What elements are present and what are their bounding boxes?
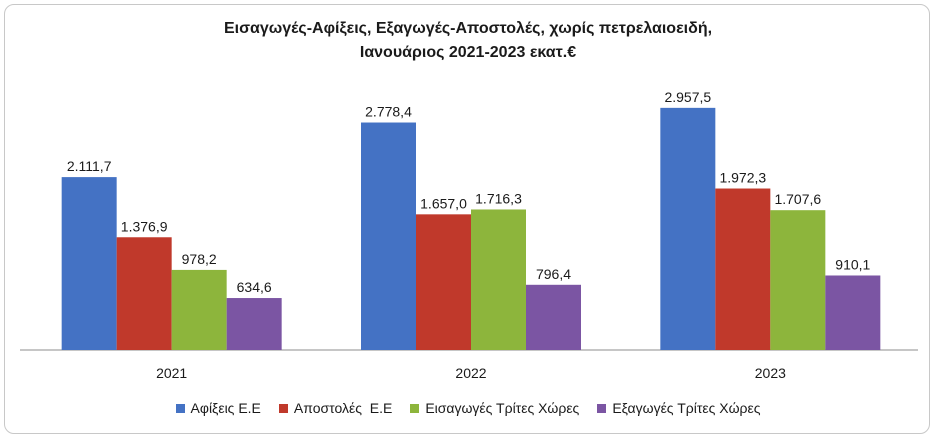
legend-item-3: Εισαγωγές Τρίτες Χώρες xyxy=(410,400,579,416)
bar-2021-series-4 xyxy=(226,298,282,350)
legend-label: Αφίξεις Ε.Ε xyxy=(190,400,261,416)
legend-item-2: Αποστολές Ε.Ε xyxy=(278,400,393,416)
bar-2021-series-2 xyxy=(116,237,172,350)
data-label-2023-series-4: 910,1 xyxy=(835,256,870,272)
bar-2023-series-3 xyxy=(770,210,826,350)
bar-2021-series-1 xyxy=(61,177,117,350)
data-label-2022-series-1: 2.778,4 xyxy=(365,104,412,120)
data-label-2022-series-3: 1.716,3 xyxy=(475,190,522,206)
data-label-2023-series-3: 1.707,6 xyxy=(774,191,821,207)
bar-2021-series-3 xyxy=(171,269,227,350)
data-label-2021-series-2: 1.376,9 xyxy=(121,218,168,234)
chart-title-line2: Ιανουάριος 2021-2023 εκατ.€ xyxy=(359,44,577,61)
data-label-2021-series-3: 978,2 xyxy=(182,251,217,267)
legend-swatch xyxy=(597,403,607,413)
legend-swatch xyxy=(410,403,420,413)
legend-item-1: Αφίξεις Ε.Ε xyxy=(175,400,261,416)
bar-2022-series-4 xyxy=(526,284,581,350)
category-label-2023: 2023 xyxy=(755,365,786,381)
bar-2023-series-4 xyxy=(825,275,881,350)
bar-2022-series-2 xyxy=(416,214,471,350)
data-label-2023-series-1: 2.957,5 xyxy=(664,89,711,105)
data-label-2023-series-2: 1.972,3 xyxy=(719,170,766,186)
data-label-2022-series-2: 1.657,0 xyxy=(420,195,467,211)
legend-label: Εξαγωγές Τρίτες Χώρες xyxy=(612,400,761,416)
data-label-2022-series-4: 796,4 xyxy=(536,266,571,282)
legend-swatch xyxy=(175,403,185,413)
bar-2023-series-2 xyxy=(715,188,771,350)
data-label-2021-series-1: 2.111,7 xyxy=(67,158,112,174)
category-label-2022: 2022 xyxy=(455,365,486,381)
legend-label: Εισαγωγές Τρίτες Χώρες xyxy=(425,400,580,416)
bar-2022-series-3 xyxy=(471,209,526,350)
legend-item-4: Εξαγωγές Τρίτες Χώρες xyxy=(597,400,760,416)
legend-label: Αποστολές Ε.Ε xyxy=(293,400,393,416)
bar-2023-series-1 xyxy=(660,107,716,350)
data-label-2021-series-4: 634,6 xyxy=(237,279,272,295)
category-label-2021: 2021 xyxy=(156,365,187,381)
legend: Αφίξεις Ε.Ε Αποστολές Ε.Ε Εισαγωγές Τρίτες… xyxy=(0,400,936,416)
bar-2022-series-1 xyxy=(361,122,416,351)
chart-title-line1: Εισαγωγές-Αφίξεις, Εξαγωγές-Αποστολές, χ… xyxy=(223,20,713,37)
legend-swatch xyxy=(278,403,288,413)
